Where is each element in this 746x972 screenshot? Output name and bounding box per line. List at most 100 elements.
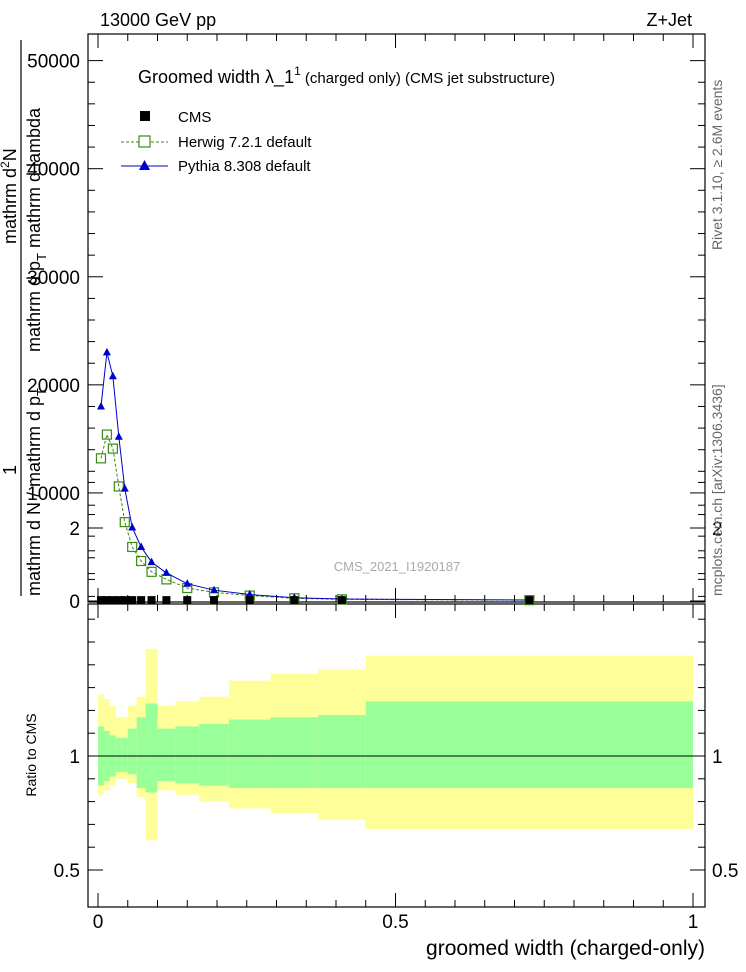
cms-point (290, 596, 299, 605)
main-ytick-label: 0 (69, 592, 80, 613)
ratio-band-inner (115, 737, 122, 772)
legend-marker-pythia (139, 160, 150, 170)
pythia-point (183, 579, 192, 587)
ratio-band-inner (145, 703, 158, 793)
cms-point (114, 596, 123, 605)
pythia-point (120, 484, 129, 492)
herwig-point (119, 517, 130, 528)
axes: 0 10000 20000 30000 40000 50000 0.5 0.5 1 1 2 2 0 0.5… (27, 34, 738, 933)
cms-point (102, 596, 111, 605)
pythia-point (128, 523, 137, 531)
ratio-band-inner (228, 719, 271, 788)
main-ytick-label: 10000 (27, 484, 80, 505)
ratio-ytick-label-right: 1 (712, 747, 723, 768)
ratio-ytick-label-left: 2 (69, 519, 80, 540)
ratio-ytick-label-right: 2 (712, 519, 723, 540)
legend-marker-herwig (138, 135, 151, 148)
cms-point (147, 596, 156, 605)
ratio-band-inner (136, 717, 146, 788)
main-ytick-label: 20000 (27, 376, 80, 397)
cms-point (120, 596, 129, 605)
ratio-ytick-label-left: 1 (69, 747, 80, 768)
mcplots-label: mcplots.cern.ch [arXiv:1306.3436] (709, 384, 725, 596)
cms-point (96, 596, 105, 605)
header-right: Z+Jet (646, 10, 692, 30)
herwig-point (161, 574, 172, 585)
ylabel-denominator-text: mathrm d N / mathrm d p (24, 396, 44, 596)
legend-label-cms: CMS (178, 109, 211, 126)
herwig-point (146, 566, 157, 577)
ratio-band-inner (365, 701, 693, 788)
cms-point (137, 596, 146, 605)
main-ytick-label: 50000 (27, 52, 80, 73)
pythia-point (108, 371, 117, 380)
pythia-point (245, 590, 254, 598)
xtick-label: 0.5 (382, 912, 408, 933)
pythia-point (96, 401, 105, 410)
ylabel-top-tail: N (0, 148, 20, 161)
ylabel-bottom-sub: T (34, 253, 49, 261)
ratio-panel (98, 648, 693, 841)
ylabel-numerator: 1 (0, 465, 20, 475)
cms-point (525, 596, 534, 605)
cms-point (337, 596, 346, 605)
xtick-label: 0 (93, 912, 104, 933)
herwig-point (95, 453, 107, 464)
ylabel-bottom-text: mathrm d p (24, 261, 44, 352)
header-left: 13000 GeV pp (100, 10, 216, 30)
x-axis-label: groomed width (charged-only) (426, 937, 705, 960)
ylabel-top-sup: 2 (0, 161, 12, 168)
legend-label-pythia: Pythia 8.308 default (178, 158, 311, 175)
ratio-ylabel: Ratio to CMS (23, 713, 39, 796)
ratio-band-inner (175, 726, 200, 784)
herwig-point (127, 541, 138, 553)
pythia-point (147, 557, 156, 566)
ratio-ytick-label-left: 0.5 (54, 861, 80, 882)
ylabel-top-text: mathrm d (0, 168, 20, 244)
herwig-point (107, 443, 118, 454)
ratio-band-inner (157, 728, 176, 782)
ratio-band-inner (127, 728, 137, 775)
pythia-point (114, 432, 123, 440)
main-ytick-label: 40000 (27, 160, 80, 181)
cms-point (162, 596, 171, 605)
ylabel-bottom-tail: mathrm d lambda (24, 107, 44, 253)
plot-title-paren: (charged only) (CMS jet substructure) (301, 70, 555, 87)
legend-label-herwig: Herwig 7.2.1 default (178, 134, 312, 151)
pythia-point (210, 585, 219, 594)
herwig-line (100, 432, 530, 601)
main-plot-frame (87, 33, 706, 603)
main-ylabel: 1 mathrm d N / mathrm d pT mathrm d2N ma… (0, 40, 49, 596)
rivet-label: Rivet 3.1.10, ≥ 2.6M events (709, 80, 725, 250)
analysis-tag: CMS_2021_I1920187 (334, 559, 461, 574)
cms-point (245, 596, 254, 605)
pythia-point (137, 542, 146, 550)
cms-point (210, 596, 219, 605)
main-panel (95, 347, 535, 606)
plot-title: Groomed width λ_11 (charged only) (CMS j… (138, 64, 555, 88)
ratio-band-inner (318, 714, 366, 788)
ylabel-denominator-sub: T (34, 388, 49, 396)
main-ytick-label: 30000 (27, 268, 80, 289)
ratio-ytick-label-right: 0.5 (712, 861, 738, 882)
ylabel-top: mathrm d2N (0, 148, 20, 244)
ratio-band-inner (199, 724, 229, 786)
plot-title-sup: 1 (294, 64, 301, 78)
legend-marker-cms (140, 111, 150, 121)
ratio-band-inner (121, 737, 128, 772)
herwig-point (113, 481, 124, 492)
herwig-point (136, 555, 147, 567)
pythia-line (100, 352, 530, 601)
ylabel-denominator: mathrm d N / mathrm d pT (24, 388, 49, 596)
plot-title-main: Groomed width λ_1 (138, 67, 294, 88)
pythia-point (102, 347, 111, 356)
xtick-label: 1 (688, 912, 699, 933)
cms-point (128, 596, 137, 605)
herwig-point (101, 429, 113, 440)
pythia-point (162, 568, 171, 576)
ylabel-bottom: mathrm d pT mathrm d lambda (24, 107, 49, 352)
ratio-band-inner (270, 717, 319, 788)
cms-point (108, 596, 117, 605)
legend: CMS Herwig 7.2.1 default Pythia 8.308 de… (121, 109, 312, 175)
